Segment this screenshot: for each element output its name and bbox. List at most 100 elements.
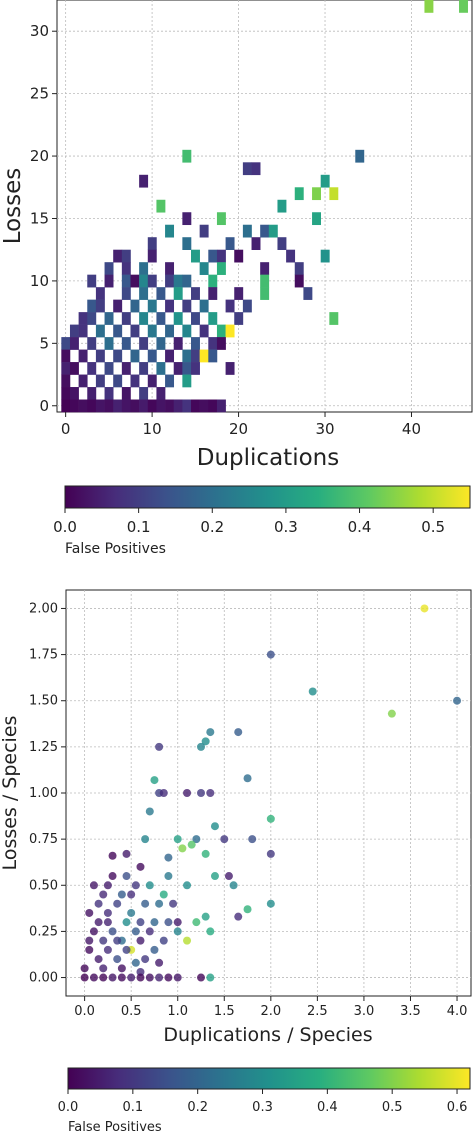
scatter-point <box>173 927 182 936</box>
heatmap-cell <box>139 287 149 300</box>
heatmap-cell <box>139 262 149 275</box>
heatmap-y-tick-label: 10 <box>30 272 49 290</box>
heatmap-cell <box>139 362 149 375</box>
heatmap-y-tick-label: 5 <box>39 334 49 352</box>
heatmap-cell <box>225 299 235 313</box>
heatmap-cell <box>130 374 140 388</box>
heatmap-cell <box>147 274 157 288</box>
scatter-point <box>122 872 131 881</box>
scatter-point <box>141 835 150 844</box>
scatter-x-tick-label: 2.0 <box>260 1004 281 1019</box>
heatmap-cell <box>459 0 468 13</box>
scatter-point <box>183 881 192 890</box>
heatmap-cell <box>165 374 175 388</box>
heatmap-cell <box>61 374 71 388</box>
scatter-point <box>136 918 145 927</box>
scatter-point <box>197 973 205 982</box>
scatter-point <box>453 696 462 705</box>
scatter-point <box>173 973 182 982</box>
scatter-colorbar-gradient <box>67 1067 471 1090</box>
heatmap-cell <box>329 312 339 325</box>
heatmap-cell <box>277 199 287 213</box>
scatter-point <box>80 973 89 982</box>
heatmap-cell <box>191 337 200 350</box>
scatter-point <box>220 835 229 844</box>
scatter-point <box>127 908 136 917</box>
heatmap-cell <box>225 362 235 375</box>
scatter-point <box>99 964 108 973</box>
heatmap-cells <box>61 0 468 413</box>
heatmap-cell <box>312 187 321 201</box>
scatter-point <box>108 872 117 881</box>
heatmap-cell <box>130 399 140 413</box>
heatmap-y-tick-label: 20 <box>30 147 49 165</box>
scatter-point <box>387 709 396 718</box>
heatmap-cell <box>139 399 149 413</box>
scatter-point <box>141 899 150 908</box>
heatmap-cell <box>121 274 131 288</box>
scatter-point <box>169 899 178 908</box>
heatmap-cell <box>191 312 200 325</box>
heatmap-cell <box>113 324 123 338</box>
scatter-point <box>210 822 219 831</box>
heatmap-colorbar-tick-label: 0.1 <box>127 518 151 536</box>
scatter-point <box>89 927 98 936</box>
heatmap-cell <box>69 399 79 413</box>
scatter-point <box>159 789 168 797</box>
heatmap-cell <box>173 287 183 300</box>
scatter-y-tick-label: 1.50 <box>29 694 58 709</box>
heatmap-cell <box>139 337 149 350</box>
scatter-point <box>150 918 159 927</box>
heatmap-cell <box>87 387 97 400</box>
scatter-y-tick-label: 2.00 <box>29 601 58 616</box>
heatmap-cell <box>225 324 235 338</box>
heatmap-cell <box>182 299 192 313</box>
scatter-point <box>127 973 136 982</box>
heatmap-x-tick-label: 10 <box>143 420 162 438</box>
heatmap-cell <box>95 399 105 413</box>
heatmap-cell <box>286 249 296 263</box>
scatter-point <box>173 918 182 927</box>
heatmap-cell <box>216 212 226 226</box>
scatter-point <box>80 964 89 973</box>
heatmap-cell <box>61 362 71 375</box>
heatmap-cell <box>113 249 123 263</box>
scatter-point <box>108 851 117 860</box>
heatmap-cell <box>69 337 79 350</box>
heatmap-cell <box>173 312 183 325</box>
scatter-point <box>159 890 168 899</box>
heatmap-colorbar-tick-label: 0.5 <box>421 518 445 536</box>
scatter-point <box>108 927 117 936</box>
heatmap-cell <box>182 149 192 163</box>
heatmap-y-tick-label: 25 <box>30 85 49 103</box>
heatmap-x-axis-label: Duplications <box>197 445 339 471</box>
heatmap-cell <box>78 312 88 325</box>
scatter-point <box>127 890 136 899</box>
scatter-x-axis-label: Duplications / Species <box>163 1024 372 1046</box>
scatter-point <box>131 927 140 936</box>
scatter-point <box>243 905 252 914</box>
heatmap-cell <box>216 324 226 338</box>
scatter-point <box>206 927 215 936</box>
heatmap-cell <box>165 349 175 363</box>
scatter-point <box>248 835 257 844</box>
heatmap-cell <box>294 274 304 288</box>
heatmap-cell <box>173 362 183 375</box>
heatmap-x-tick-label: 40 <box>402 420 421 438</box>
heatmap-cell <box>216 399 226 413</box>
scatter-point <box>266 849 275 858</box>
heatmap-cell <box>216 262 226 275</box>
scatter-y-tick-label: 0.00 <box>29 971 58 986</box>
scatter-point <box>150 776 159 785</box>
scatter-point <box>229 881 238 890</box>
heatmap-cell <box>208 337 218 350</box>
heatmap-cell <box>216 337 226 350</box>
scatter-point <box>197 742 205 751</box>
heatmap-cell <box>121 362 131 375</box>
scatter-colorbar-tick-label: 0.5 <box>382 1100 403 1115</box>
heatmap-cell <box>182 399 192 413</box>
heatmap-y-tick-label: 0 <box>39 397 49 415</box>
scatter-y-ticks: 0.00 0.25 0.50 0.75 1.00 1.25 1.50 1.75 2.00 <box>29 601 66 986</box>
heatmap-cell <box>294 187 304 201</box>
heatmap-cell <box>182 237 192 250</box>
